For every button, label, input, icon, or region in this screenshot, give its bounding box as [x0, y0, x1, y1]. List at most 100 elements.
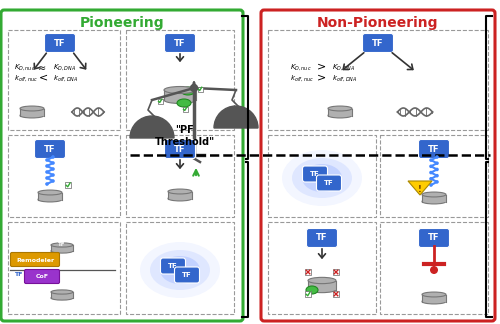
Circle shape — [435, 174, 439, 178]
FancyBboxPatch shape — [261, 10, 495, 321]
Text: $K_{D,nuc}$: $K_{D,nuc}$ — [290, 62, 312, 72]
Bar — [380, 222, 488, 314]
Text: TF: TF — [44, 145, 56, 154]
Bar — [126, 135, 234, 217]
Text: Pioneering: Pioneering — [80, 16, 164, 30]
Ellipse shape — [51, 243, 73, 247]
Circle shape — [45, 158, 49, 162]
Polygon shape — [408, 181, 432, 195]
Bar — [305, 269, 311, 275]
FancyBboxPatch shape — [1, 10, 243, 321]
FancyBboxPatch shape — [24, 270, 59, 284]
Circle shape — [51, 167, 55, 171]
FancyBboxPatch shape — [302, 166, 328, 182]
Ellipse shape — [164, 87, 196, 94]
Bar — [268, 135, 376, 217]
Bar — [198, 87, 202, 91]
Text: TF: TF — [324, 180, 334, 186]
Bar — [8, 222, 120, 314]
Text: $K_{D,nuc}$: $K_{D,nuc}$ — [14, 62, 36, 72]
Ellipse shape — [306, 286, 318, 294]
Bar — [328, 109, 352, 115]
Ellipse shape — [168, 189, 192, 194]
Circle shape — [51, 155, 55, 159]
Ellipse shape — [140, 242, 220, 298]
Bar — [38, 192, 62, 200]
Circle shape — [435, 168, 439, 171]
Bar — [305, 291, 311, 297]
Ellipse shape — [422, 292, 446, 297]
Text: $k_{off,DNA}$: $k_{off,DNA}$ — [332, 73, 357, 83]
Wedge shape — [214, 106, 258, 128]
Text: $k_{off,DNA}$: $k_{off,DNA}$ — [53, 73, 78, 83]
Circle shape — [45, 164, 49, 168]
Bar — [380, 135, 488, 217]
Ellipse shape — [328, 106, 352, 111]
Text: $>$: $>$ — [314, 73, 326, 83]
Ellipse shape — [20, 106, 44, 111]
FancyBboxPatch shape — [10, 252, 59, 267]
FancyBboxPatch shape — [418, 228, 450, 248]
Bar — [308, 281, 336, 290]
Bar — [158, 98, 162, 103]
Bar — [168, 191, 192, 199]
Text: TF: TF — [310, 171, 320, 177]
Ellipse shape — [20, 113, 44, 118]
Ellipse shape — [164, 97, 196, 103]
Ellipse shape — [160, 256, 200, 284]
Circle shape — [190, 85, 198, 91]
Ellipse shape — [328, 113, 352, 118]
Text: $K_{D,DNA}$: $K_{D,DNA}$ — [332, 62, 355, 72]
FancyBboxPatch shape — [160, 258, 186, 274]
Bar — [8, 135, 120, 217]
Text: Non-Pioneering: Non-Pioneering — [318, 16, 439, 30]
Text: TF: TF — [174, 145, 186, 154]
Text: TF: TF — [14, 272, 22, 277]
Bar — [182, 107, 188, 111]
Text: $k_{off,nuc}$: $k_{off,nuc}$ — [290, 73, 314, 83]
FancyBboxPatch shape — [362, 33, 394, 52]
Circle shape — [45, 176, 49, 180]
Ellipse shape — [38, 197, 62, 202]
Bar — [51, 292, 73, 298]
Ellipse shape — [308, 277, 336, 284]
Circle shape — [45, 182, 49, 186]
Circle shape — [429, 183, 433, 187]
FancyBboxPatch shape — [306, 228, 338, 248]
Bar — [51, 245, 73, 251]
Text: Remodeler: Remodeler — [16, 258, 54, 262]
Text: TF: TF — [174, 39, 186, 48]
Text: TF: TF — [182, 272, 192, 278]
Text: !: ! — [418, 184, 422, 193]
FancyBboxPatch shape — [164, 33, 196, 52]
Bar — [422, 295, 446, 302]
Circle shape — [51, 161, 55, 165]
Bar — [333, 291, 339, 297]
Text: $>$: $>$ — [314, 62, 326, 72]
Ellipse shape — [282, 150, 362, 206]
Bar — [126, 30, 234, 130]
Ellipse shape — [181, 87, 195, 95]
Text: $<$: $<$ — [36, 73, 48, 83]
Circle shape — [51, 173, 55, 177]
Ellipse shape — [51, 290, 73, 294]
Bar — [333, 269, 339, 275]
Text: TF: TF — [168, 263, 178, 269]
Wedge shape — [130, 116, 174, 138]
FancyBboxPatch shape — [174, 267, 200, 283]
Text: TF: TF — [58, 242, 66, 248]
FancyBboxPatch shape — [164, 140, 196, 158]
Text: TF: TF — [428, 234, 440, 242]
Ellipse shape — [302, 164, 342, 192]
Circle shape — [51, 179, 55, 183]
Bar — [20, 109, 44, 115]
Ellipse shape — [51, 249, 73, 253]
Text: $k_{off,nuc}$: $k_{off,nuc}$ — [14, 73, 38, 83]
Text: CoF: CoF — [36, 274, 49, 280]
Circle shape — [429, 177, 433, 180]
Ellipse shape — [422, 192, 446, 197]
Bar — [268, 222, 376, 314]
Bar — [268, 30, 488, 130]
Ellipse shape — [168, 196, 192, 201]
Circle shape — [429, 158, 433, 162]
